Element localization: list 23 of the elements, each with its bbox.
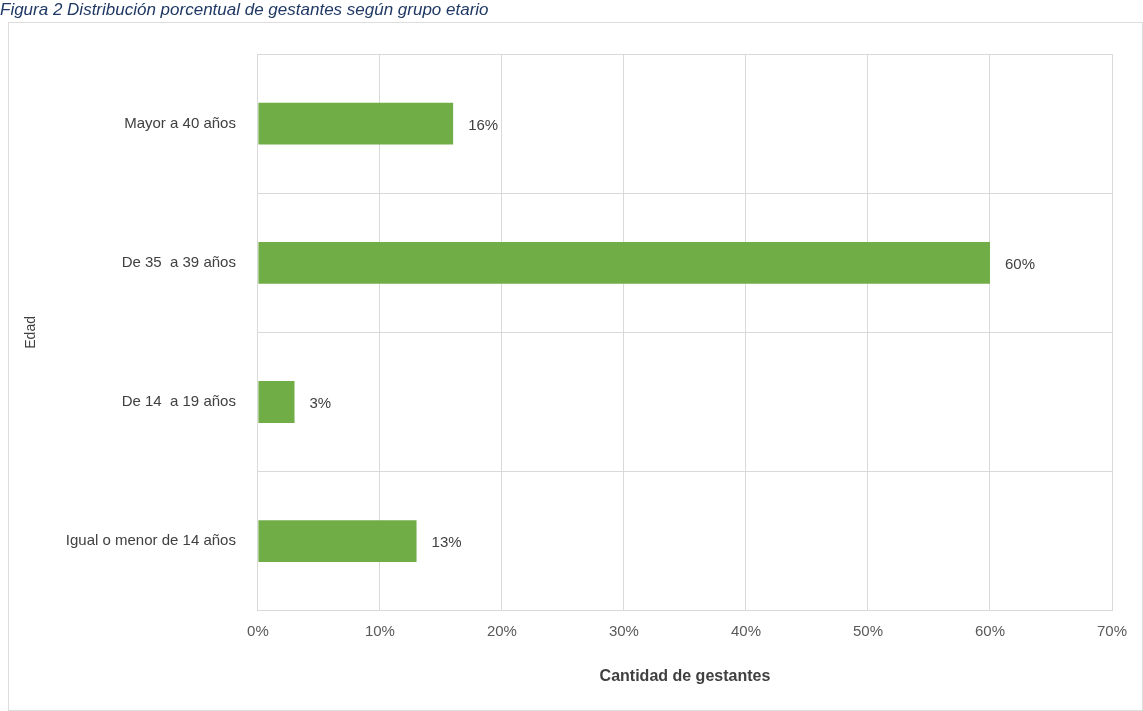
x-tick-label: 70% bbox=[1096, 621, 1128, 639]
x-tick-label: 20% bbox=[486, 621, 517, 639]
x-tick-label: 40% bbox=[730, 621, 761, 639]
chart-title: Figura 2 Distribución porcentual de gestantes según grupo etario bbox=[0, 0, 489, 20]
x-axis-title: Cantidad de gestantes bbox=[599, 666, 771, 684]
x-tick-label: 10% bbox=[364, 621, 395, 639]
y-tick-label: De 35 a 39 años bbox=[121, 252, 236, 270]
data-label: 3% bbox=[309, 394, 332, 412]
data-label: 13% bbox=[431, 533, 462, 551]
bar bbox=[258, 381, 295, 423]
bar bbox=[258, 102, 454, 145]
x-tick-label: 50% bbox=[852, 621, 883, 639]
y-tick-label: Mayor a 40 años bbox=[124, 113, 236, 131]
y-axis-title: Edad bbox=[22, 316, 39, 349]
y-tick-label: Igual o menor de 14 años bbox=[65, 531, 236, 549]
bar bbox=[258, 520, 417, 563]
x-tick-label: 60% bbox=[974, 621, 1005, 639]
y-tick-label: De 14 a 19 años bbox=[121, 392, 236, 410]
data-label: 16% bbox=[468, 115, 499, 133]
bar bbox=[258, 241, 990, 284]
x-tick-label: 0% bbox=[247, 621, 269, 639]
data-label: 60% bbox=[1004, 254, 1036, 272]
x-tick-label: 30% bbox=[608, 621, 639, 639]
